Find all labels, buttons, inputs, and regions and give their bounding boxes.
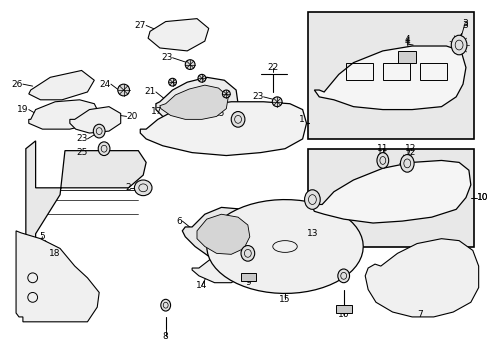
Text: 14: 14 [196,281,207,290]
Text: 2: 2 [124,183,130,192]
Text: 27: 27 [135,21,146,30]
Ellipse shape [337,269,349,283]
Text: 6: 6 [176,217,182,226]
Polygon shape [206,199,363,293]
Circle shape [272,97,282,107]
Bar [382,63,409,80]
Text: 26: 26 [12,80,23,89]
Circle shape [198,75,205,82]
Bar [307,12,473,139]
Ellipse shape [93,124,105,138]
Polygon shape [197,214,249,254]
Ellipse shape [304,190,320,210]
Text: 12: 12 [404,148,415,157]
Text: 15: 15 [279,295,290,304]
Text: 17: 17 [151,107,163,116]
Polygon shape [16,231,99,322]
Text: 16: 16 [337,310,349,319]
Bar [241,273,255,281]
Polygon shape [140,102,306,156]
Text: 23: 23 [161,53,172,62]
Polygon shape [29,100,99,129]
Polygon shape [148,19,208,51]
Circle shape [168,78,176,86]
Text: 23: 23 [252,93,263,102]
Polygon shape [182,207,260,260]
Bar [398,51,415,63]
Text: 10: 10 [476,193,487,202]
Text: 11: 11 [376,148,388,157]
Polygon shape [29,71,94,100]
Ellipse shape [241,246,254,261]
Text: 24: 24 [100,80,111,89]
Text: 20: 20 [126,112,138,121]
Text: 21: 21 [144,87,156,96]
Text: 3: 3 [461,21,467,30]
Text: 13: 13 [306,229,318,238]
Text: 7: 7 [416,310,422,319]
Ellipse shape [98,142,110,156]
Ellipse shape [450,35,466,55]
Ellipse shape [134,180,152,195]
Circle shape [185,60,195,69]
Ellipse shape [231,112,244,127]
Polygon shape [314,46,465,109]
Bar [419,63,447,80]
Polygon shape [312,161,470,223]
Text: 23: 23 [76,134,87,143]
Bar [335,305,351,313]
Ellipse shape [161,299,170,311]
Text: 22: 22 [267,63,278,72]
Text: 5: 5 [40,232,45,241]
Bar [307,149,473,247]
Polygon shape [70,107,121,133]
Polygon shape [160,85,228,120]
Text: 4: 4 [404,35,409,44]
Text: 9: 9 [244,278,250,287]
Polygon shape [192,253,250,283]
Text: 25: 25 [213,109,224,118]
Text: 8: 8 [163,332,168,341]
Text: 18: 18 [49,249,61,258]
Circle shape [118,84,129,96]
Text: 10: 10 [476,193,487,202]
Bar [345,63,372,80]
Text: 1: 1 [298,115,304,124]
Text: 3: 3 [461,19,467,28]
Circle shape [222,90,230,98]
Text: 4: 4 [404,37,409,46]
Text: 11: 11 [376,144,388,153]
Ellipse shape [400,154,413,172]
Ellipse shape [376,153,388,168]
Polygon shape [26,141,146,248]
Text: 19: 19 [17,105,29,114]
Text: 12: 12 [404,144,415,153]
Polygon shape [365,239,478,317]
Text: 25: 25 [76,148,87,157]
Polygon shape [156,77,238,126]
